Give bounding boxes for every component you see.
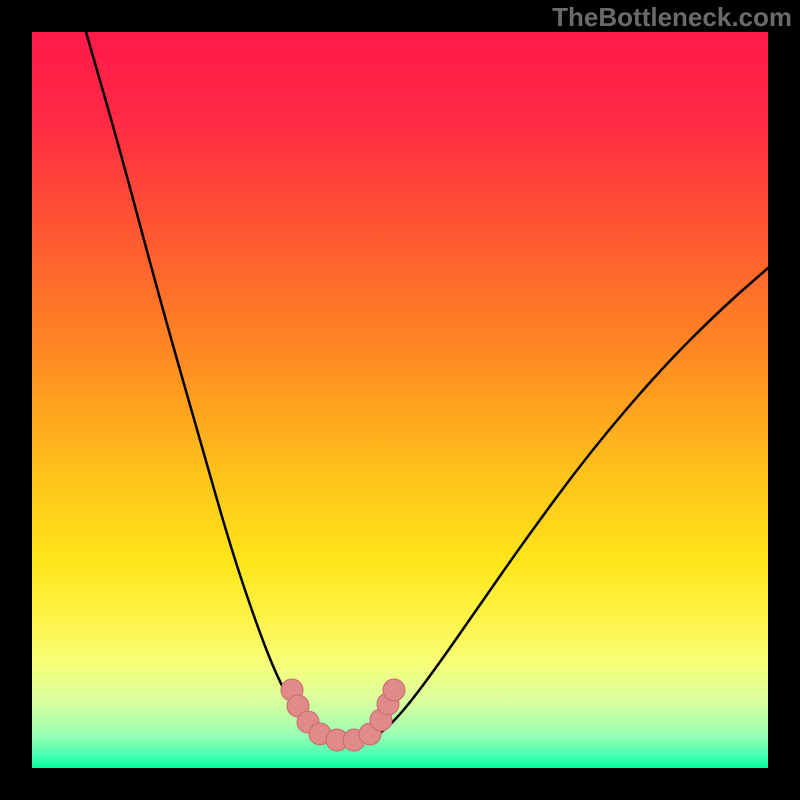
chart-background-gradient	[32, 32, 768, 768]
marker-point	[383, 679, 405, 701]
watermark: TheBottleneck.com	[552, 2, 792, 33]
chart-svg	[0, 0, 800, 800]
chart-container: TheBottleneck.com	[0, 0, 800, 800]
